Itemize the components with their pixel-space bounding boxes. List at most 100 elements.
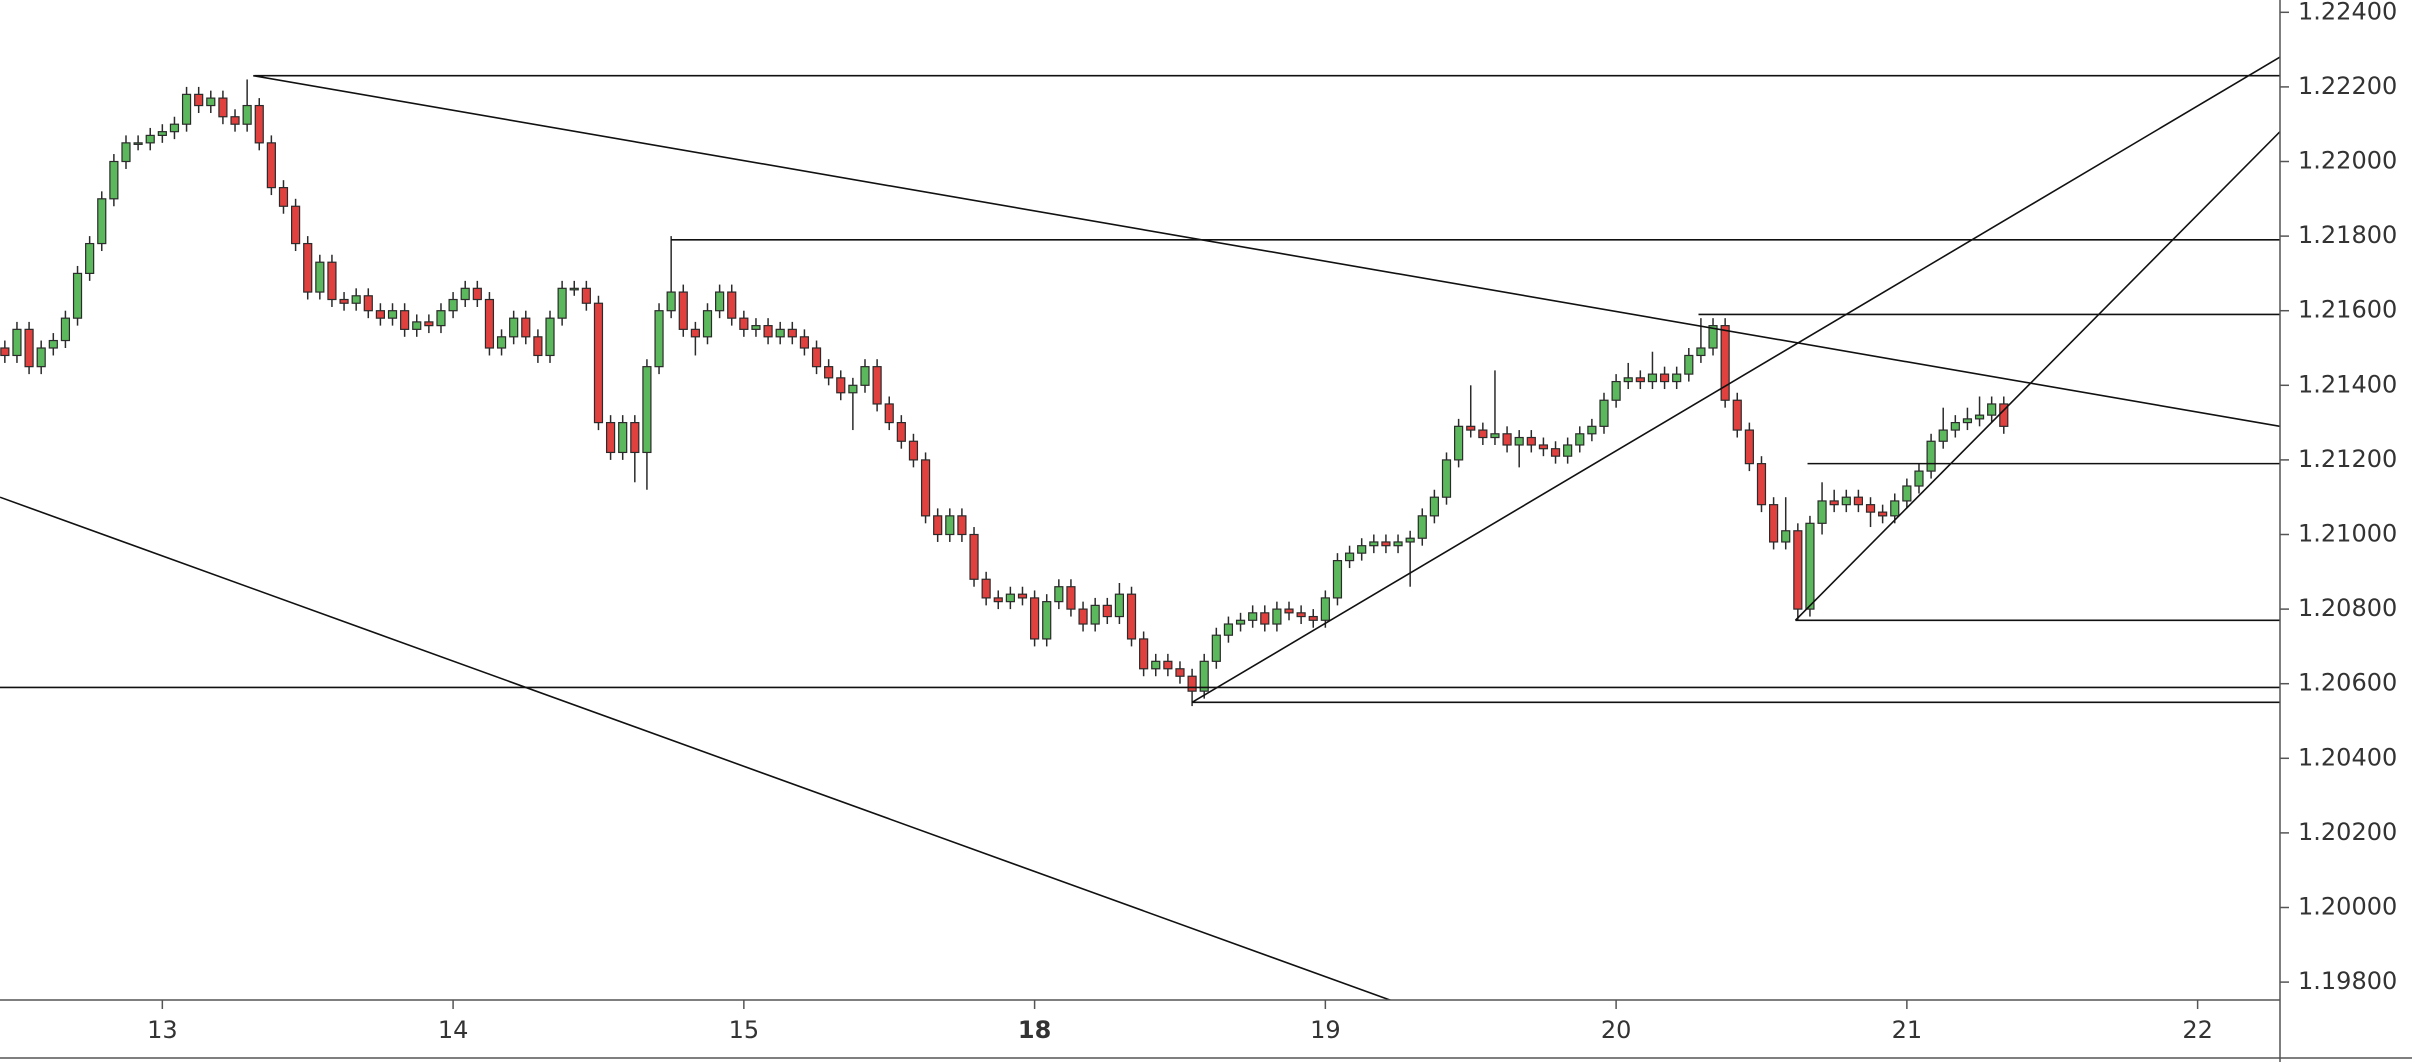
candle-body [1308, 615, 1318, 621]
candle-body [1938, 429, 1948, 442]
candle-body [557, 287, 567, 319]
candle-body [884, 403, 894, 424]
x-tick-label: 18 [1018, 1016, 1051, 1044]
candle-body [375, 310, 386, 319]
candle-body [1260, 612, 1270, 625]
y-tick-label: 1.21200 [2298, 445, 2397, 473]
candle-body [1248, 612, 1258, 621]
candle-body [1769, 504, 1779, 543]
candle-body [1902, 485, 1912, 502]
candle-body [1890, 500, 1900, 517]
y-tick-label: 1.19800 [2298, 967, 2397, 995]
candle-body [848, 384, 858, 394]
candle-body [1332, 560, 1343, 599]
candle-body [1175, 668, 1185, 677]
candle-body [618, 422, 628, 454]
candle-body [1926, 440, 1936, 472]
candle-body [1793, 530, 1803, 610]
candle-body [1962, 418, 1973, 424]
candle-body [1114, 593, 1125, 618]
candle-body [472, 287, 482, 301]
candle-body [751, 325, 761, 330]
candle-body [933, 515, 943, 536]
candle-body [121, 142, 131, 163]
candle-body [521, 317, 531, 338]
candle-body [1381, 541, 1391, 547]
candle-body [12, 328, 22, 357]
candle-body [824, 366, 834, 379]
candle-body [787, 328, 797, 338]
candle-body [145, 134, 155, 144]
candle-body [1538, 444, 1549, 450]
candle-body [1732, 399, 1742, 431]
candle-body [1599, 399, 1609, 427]
candle-body [678, 291, 688, 330]
candle-body [896, 422, 906, 442]
candle-body [981, 578, 991, 599]
candle-body [1914, 470, 1924, 487]
y-tick-label: 1.21800 [2298, 221, 2397, 249]
candle-body [206, 97, 216, 107]
candle-body [509, 317, 519, 338]
candle-body [1211, 634, 1221, 662]
candle-body [1429, 496, 1439, 517]
candle-body [1357, 545, 1367, 554]
candle-body [569, 287, 579, 291]
candle-body [1344, 552, 1355, 562]
candle-body [763, 325, 773, 338]
candle-body [48, 339, 58, 349]
candle-body [1126, 593, 1137, 640]
candle-body [1708, 325, 1718, 349]
candle-body [1066, 586, 1076, 610]
candle-body [1829, 500, 1839, 506]
candle-body [339, 298, 349, 304]
y-tick-label: 1.20200 [2298, 818, 2397, 846]
candle-body [1950, 422, 1960, 431]
candle-body [1030, 597, 1040, 640]
candle-body [1054, 586, 1064, 603]
candle-body [1187, 675, 1197, 692]
candle-body [1296, 612, 1306, 618]
candle-body [1659, 373, 1670, 383]
candle-body [157, 131, 167, 136]
candle-body [969, 533, 979, 580]
candle-body [1587, 425, 1597, 435]
candle-body [1514, 436, 1524, 446]
candle-body [1163, 660, 1173, 670]
x-tick-label: 13 [147, 1016, 178, 1044]
candle-body [291, 205, 301, 245]
candle-body [303, 242, 313, 293]
candle-body [1502, 433, 1512, 446]
candle-body [811, 347, 822, 368]
y-tick-label: 1.22200 [2298, 72, 2397, 100]
x-tick-label: 14 [438, 1016, 469, 1044]
candle-body [133, 142, 143, 145]
candle-body [0, 347, 10, 357]
candle-body [581, 287, 591, 304]
candle-body [230, 116, 240, 125]
drawing-line [1191, 56, 2280, 704]
candle-body [1781, 530, 1791, 543]
candle-body [1805, 522, 1815, 610]
candle-body [1635, 377, 1645, 383]
candle-body [1756, 463, 1767, 506]
candle-body [1684, 354, 1694, 375]
x-tick-label: 19 [1310, 1016, 1341, 1044]
candle-body [727, 291, 737, 319]
candle-body [194, 93, 204, 107]
y-tick-label: 1.21000 [2298, 520, 2397, 548]
x-tick-label: 20 [1601, 1016, 1632, 1044]
candle-body [1865, 504, 1876, 513]
candle-body [242, 104, 252, 125]
candle-body [1611, 380, 1621, 401]
candle-body [496, 336, 507, 349]
candle-body [1393, 541, 1403, 547]
candle-body [1696, 347, 1706, 357]
drawing-line [253, 74, 2280, 428]
candle-body [327, 261, 337, 301]
candle-body [642, 366, 652, 454]
plot-area [0, 56, 2280, 1000]
candle-body [775, 328, 785, 338]
candle-body [1320, 597, 1330, 621]
candle-body [266, 142, 276, 189]
